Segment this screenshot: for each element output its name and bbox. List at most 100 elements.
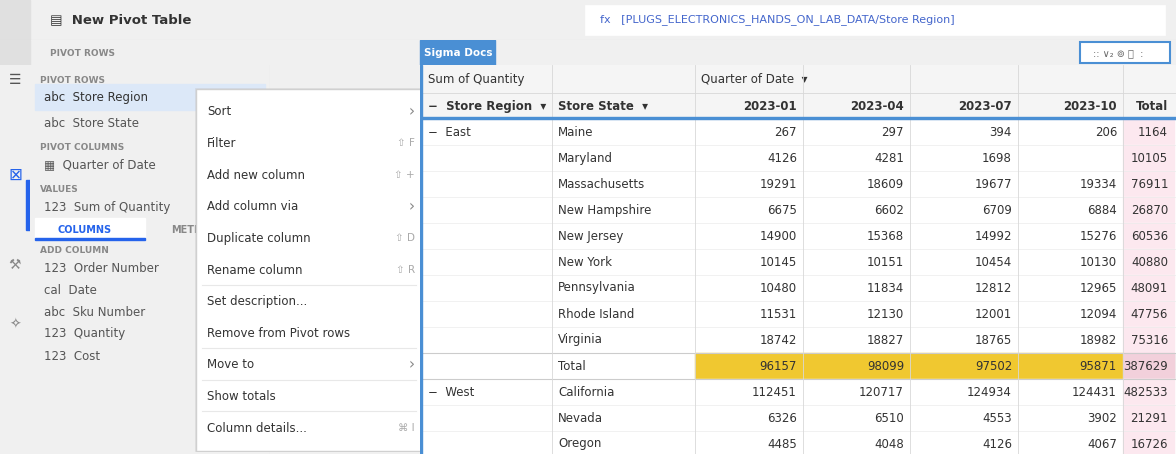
Text: PIVOT ROWS: PIVOT ROWS — [51, 49, 115, 58]
Text: 6602: 6602 — [874, 203, 904, 217]
Text: ADD COLUMN: ADD COLUMN — [40, 246, 109, 255]
Text: 10145: 10145 — [760, 256, 797, 268]
Text: 124431: 124431 — [1073, 385, 1117, 399]
Bar — [420, 405, 1176, 431]
Bar — [1123, 431, 1174, 454]
Text: ☰: ☰ — [8, 73, 21, 87]
Text: ⇧ +: ⇧ + — [394, 170, 415, 180]
Text: COLUMNS: COLUMNS — [58, 225, 112, 235]
Text: 6709: 6709 — [982, 203, 1013, 217]
Text: Add new column: Add new column — [207, 168, 305, 182]
Text: New York: New York — [557, 256, 612, 268]
Bar — [420, 119, 1176, 145]
Text: −  West: − West — [428, 385, 474, 399]
Text: 124934: 124934 — [967, 385, 1013, 399]
Text: ⚒: ⚒ — [8, 258, 21, 272]
Bar — [1123, 327, 1174, 353]
Text: ›: › — [409, 199, 415, 214]
Text: −  Store Region  ▾: − Store Region ▾ — [428, 99, 546, 113]
Text: Maine: Maine — [557, 125, 594, 138]
Text: 6675: 6675 — [767, 203, 797, 217]
Bar — [1123, 119, 1174, 145]
Text: 123  Quantity: 123 Quantity — [44, 327, 126, 340]
Text: 1698: 1698 — [982, 152, 1013, 164]
Text: 18982: 18982 — [1080, 334, 1117, 346]
Text: abc  Store State: abc Store State — [44, 117, 139, 129]
Bar — [584, 5, 1165, 35]
Text: 4048: 4048 — [874, 438, 904, 450]
Bar — [1123, 249, 1174, 275]
Bar — [420, 223, 1176, 249]
Bar — [420, 431, 1176, 454]
Text: Pennsylvania: Pennsylvania — [557, 281, 636, 295]
Text: 2023-10: 2023-10 — [1063, 99, 1117, 113]
Text: Maryland: Maryland — [557, 152, 613, 164]
Text: 6510: 6510 — [874, 411, 904, 424]
Text: Sort: Sort — [207, 105, 232, 118]
Bar — [420, 171, 1176, 197]
Text: 96157: 96157 — [760, 360, 797, 372]
Bar — [0, 40, 31, 65]
Text: 123  Sum of Quantity: 123 Sum of Quantity — [44, 201, 171, 213]
FancyBboxPatch shape — [196, 89, 422, 451]
Text: 297: 297 — [882, 125, 904, 138]
Text: 4485: 4485 — [767, 438, 797, 450]
Text: 10480: 10480 — [760, 281, 797, 295]
Text: ⇧ F: ⇧ F — [397, 138, 415, 148]
Text: 11834: 11834 — [867, 281, 904, 295]
Bar — [1123, 171, 1174, 197]
Text: 11531: 11531 — [760, 307, 797, 321]
Text: 12965: 12965 — [1080, 281, 1117, 295]
Text: 15368: 15368 — [867, 230, 904, 242]
Bar — [1123, 275, 1174, 301]
Text: Total: Total — [557, 360, 586, 372]
Text: Virginia: Virginia — [557, 334, 603, 346]
FancyBboxPatch shape — [196, 89, 422, 451]
Text: fx   [PLUGS_ELECTRONICS_HANDS_ON_LAB_DATA/Store Region]: fx [PLUGS_ELECTRONICS_HANDS_ON_LAB_DATA/… — [600, 15, 955, 25]
Text: 4126: 4126 — [982, 438, 1013, 450]
Text: 48091: 48091 — [1131, 281, 1168, 295]
Bar — [910, 353, 1018, 379]
Text: 4281: 4281 — [874, 152, 904, 164]
Bar — [695, 353, 803, 379]
Text: Remove from Pivot rows: Remove from Pivot rows — [207, 327, 350, 340]
Text: Move to: Move to — [207, 358, 254, 371]
Bar — [420, 93, 1176, 119]
Bar — [1123, 119, 1174, 454]
Text: 10130: 10130 — [1080, 256, 1117, 268]
Bar — [35, 218, 145, 240]
Text: 123  Order Number: 123 Order Number — [44, 262, 159, 275]
Bar — [803, 353, 910, 379]
Text: 4067: 4067 — [1087, 438, 1117, 450]
Text: Show totals: Show totals — [207, 390, 275, 403]
Text: 19677: 19677 — [975, 178, 1013, 191]
Text: 14900: 14900 — [760, 230, 797, 242]
Bar — [420, 145, 1176, 171]
Text: Sigma Docs: Sigma Docs — [423, 48, 493, 58]
Text: 12001: 12001 — [975, 307, 1013, 321]
Bar — [1123, 353, 1174, 379]
Bar — [26, 180, 31, 230]
Text: 120717: 120717 — [860, 385, 904, 399]
Text: Nevada: Nevada — [557, 411, 603, 424]
Text: :: ∨₂ ⊚ ⤡  :: :: ∨₂ ⊚ ⤡ : — [1093, 48, 1143, 58]
Text: 95871: 95871 — [1080, 360, 1117, 372]
Text: ⇧ R: ⇧ R — [396, 265, 415, 275]
Bar — [420, 249, 1176, 275]
Text: ⌘ I: ⌘ I — [399, 423, 415, 433]
Text: Rename column: Rename column — [207, 263, 302, 276]
Text: 387629: 387629 — [1123, 360, 1168, 372]
Bar — [1123, 197, 1174, 223]
Text: 47756: 47756 — [1130, 307, 1168, 321]
Text: ▤  New Pivot Table: ▤ New Pivot Table — [51, 14, 192, 26]
Text: Oregon: Oregon — [557, 438, 601, 450]
Text: ⊠: ⊠ — [8, 166, 22, 184]
Text: 4553: 4553 — [982, 411, 1013, 424]
Bar — [420, 65, 422, 454]
Text: 21291: 21291 — [1130, 411, 1168, 424]
Text: ▦  Quarter of Date: ▦ Quarter of Date — [44, 158, 155, 172]
Text: 60536: 60536 — [1131, 230, 1168, 242]
Text: New Jersey: New Jersey — [557, 230, 623, 242]
Text: Add column via: Add column via — [207, 200, 299, 213]
Text: 26870: 26870 — [1131, 203, 1168, 217]
